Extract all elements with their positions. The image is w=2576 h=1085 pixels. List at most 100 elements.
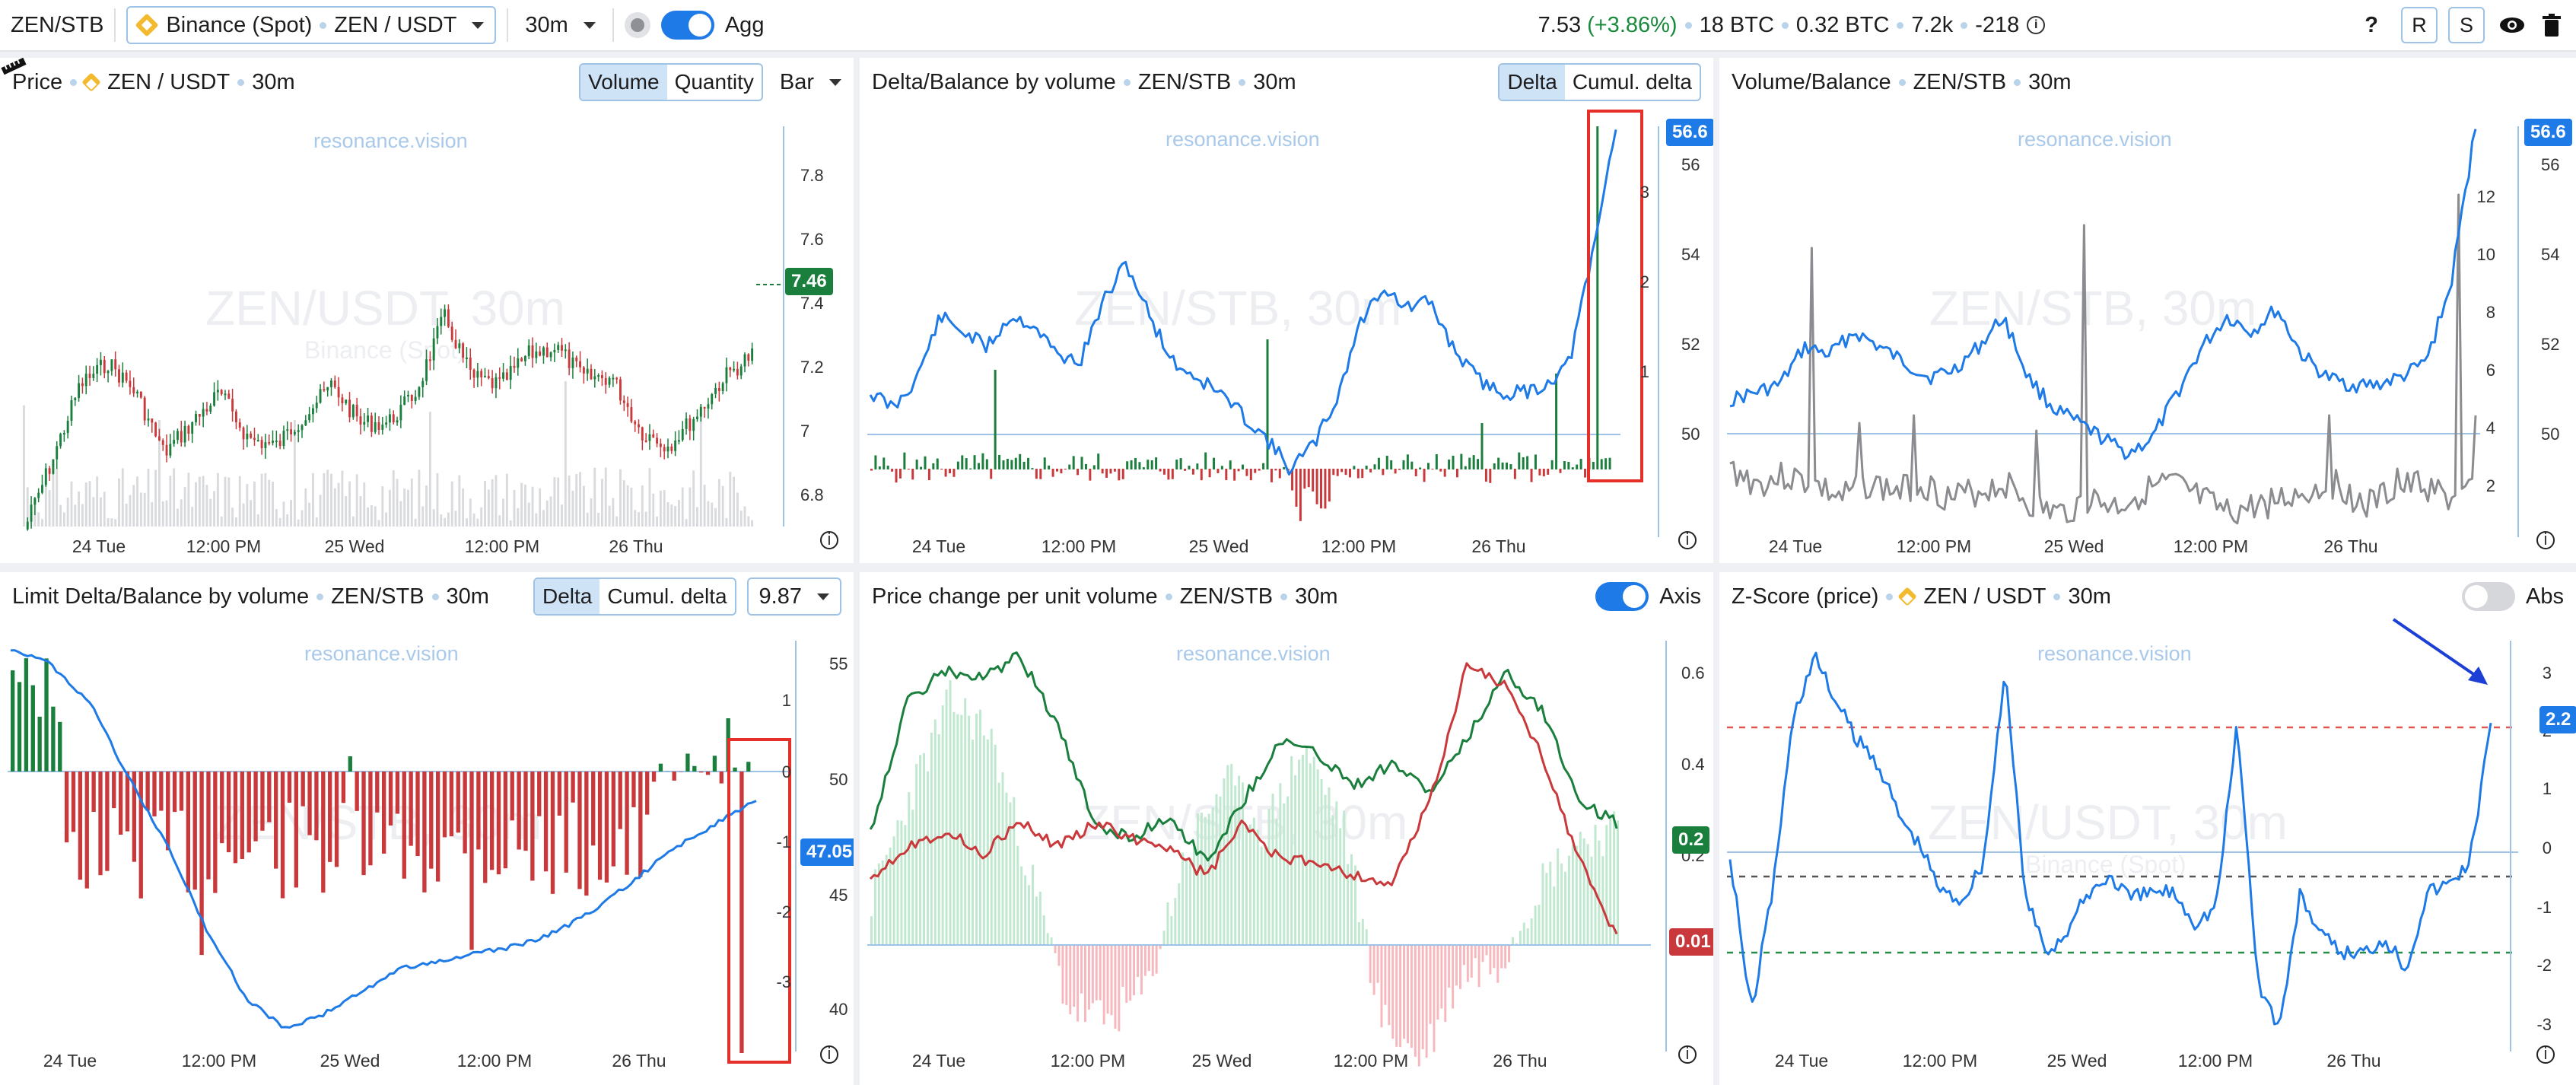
volume-bar	[389, 489, 391, 527]
cumul-delta-option[interactable]: Cumul. delta	[607, 584, 727, 608]
candle-body	[326, 387, 329, 391]
panel-interval: 30m	[446, 584, 489, 609]
pcv-bar	[1256, 829, 1259, 945]
chart-type-select[interactable]: Bar	[780, 70, 841, 95]
record-icon[interactable]	[624, 12, 650, 38]
delta-chart[interactable]: 56 54 52 50 3 2 1 24 Tue 12:00 PM 25 Wed 12:00 PM 2…	[860, 58, 1713, 563]
volume-option[interactable]: Volume	[580, 65, 667, 100]
candle-body	[692, 418, 695, 431]
r-button[interactable]: R	[2401, 7, 2438, 43]
quantity-option[interactable]: Quantity	[674, 70, 754, 94]
eye-icon[interactable]	[2498, 15, 2526, 35]
limit-delta-bar	[132, 772, 137, 862]
delta-bar	[977, 463, 980, 469]
limit-delta-bar	[550, 772, 555, 894]
candle-body	[714, 387, 717, 394]
volume-bar	[421, 506, 425, 527]
exchange-pair-select[interactable]: Binance (Spot) ZEN / USDT	[126, 6, 497, 44]
candle-body	[520, 358, 523, 361]
pcv-bar	[1455, 945, 1458, 986]
pcv-bar	[1613, 811, 1616, 945]
pcv-red-badge: 0.01	[1669, 928, 1713, 956]
pcv-bar	[968, 715, 971, 945]
candle-body	[272, 441, 274, 444]
candle-body	[428, 359, 431, 361]
pcv-bar	[1001, 772, 1004, 945]
candle-body	[707, 404, 710, 409]
candle-body	[30, 504, 33, 522]
delta-option[interactable]: Delta	[1499, 65, 1565, 100]
delta-bar	[1448, 459, 1451, 469]
x-axis-label: 12:00 PM	[1042, 536, 1116, 556]
delta-bar	[994, 370, 997, 469]
limit-delta-bar	[597, 772, 603, 880]
help-button[interactable]: ?	[2365, 12, 2378, 37]
volume-bar	[41, 519, 43, 527]
highlight-box	[1587, 110, 1643, 482]
volume-chart[interactable]: 12 10 8 6 4 2 56 54 52 50 24 Tue 12:00 PM 25 Wed 12:0…	[1719, 58, 2576, 563]
info-icon[interactable]: i	[2027, 16, 2046, 34]
volume-bar	[301, 510, 304, 527]
s-button[interactable]: S	[2448, 7, 2485, 43]
candle-body	[659, 443, 662, 447]
delta-bar	[1126, 461, 1129, 469]
delta-bar	[1534, 454, 1537, 469]
volume-bar	[703, 485, 706, 527]
ruler-icon[interactable]	[0, 58, 27, 75]
candle-body	[444, 309, 447, 317]
pcv-bar	[937, 733, 940, 945]
pcv-bar	[1298, 759, 1300, 945]
delta-bar	[981, 453, 984, 469]
volume-bar	[454, 511, 457, 527]
limit-delta-bar	[645, 772, 650, 815]
volume-bar	[608, 505, 611, 527]
site-watermark: resonance.vision	[2018, 128, 2172, 151]
symbol-label[interactable]: ZEN/STB	[11, 12, 104, 37]
trash-icon[interactable]	[2543, 14, 2561, 37]
pcv-bar	[1485, 945, 1488, 956]
dot-separator	[431, 593, 439, 600]
limit-value-select[interactable]: 9.87	[746, 578, 841, 616]
pcv-chart[interactable]: 0.6 0.4 0.2 24 Tue 12:00 PM 25 Wed 12:00 PM 26 …	[860, 572, 1713, 1085]
volume-bar	[561, 504, 563, 527]
limit-delta-bar	[192, 772, 197, 890]
pcv-bar	[1594, 824, 1597, 945]
delta-bar	[952, 469, 956, 477]
x-axis-label: 25 Wed	[2047, 1051, 2107, 1071]
delta-option[interactable]: Delta	[534, 579, 600, 614]
abs-toggle[interactable]	[2462, 582, 2516, 611]
volume-bar	[319, 495, 322, 527]
pcv-bar	[1125, 945, 1128, 1003]
pcv-bar	[1357, 921, 1360, 945]
candle-body	[33, 498, 37, 505]
limit-delta-bar	[733, 767, 737, 772]
candle-body	[151, 418, 154, 423]
agg-toggle[interactable]	[660, 11, 714, 40]
pcv-bar	[1350, 854, 1353, 945]
delta-bar	[1312, 469, 1315, 492]
volume-bar	[593, 467, 596, 527]
candle-body	[505, 372, 508, 380]
delta-bar	[1353, 466, 1356, 469]
limit-delta-bar	[287, 772, 292, 803]
volume-bar	[549, 496, 552, 527]
price-chart[interactable]: 7.8 7.6 7.4 7.2 7 6.8 24 Tue 12:00 PM 25 Wed 12:0…	[0, 58, 854, 563]
info-icon-glyph: i	[2544, 530, 2548, 549]
candle-body	[733, 368, 736, 371]
volume-bar	[630, 487, 633, 527]
pcv-bar	[1069, 945, 1072, 1015]
volume-bar	[714, 508, 717, 527]
volume-bar	[103, 492, 106, 527]
axis-toggle[interactable]	[1595, 582, 1649, 611]
candle-body	[88, 374, 91, 378]
volume-bar	[491, 479, 494, 527]
volume-bar	[23, 405, 25, 527]
y-axis-label: 12	[2477, 187, 2495, 206]
cumul-delta-option[interactable]: Cumul. delta	[1572, 70, 1692, 94]
y-axis-label: 45	[829, 886, 848, 905]
pcv-bar	[1200, 813, 1203, 945]
delta-bar	[1559, 469, 1562, 473]
limit-chart[interactable]: 1 0 -1 -2 -3 55 50 45 40 24 Tue 12:00 PM 25 Wed 12:0…	[0, 572, 854, 1085]
interval-select[interactable]: 30m	[519, 13, 601, 38]
